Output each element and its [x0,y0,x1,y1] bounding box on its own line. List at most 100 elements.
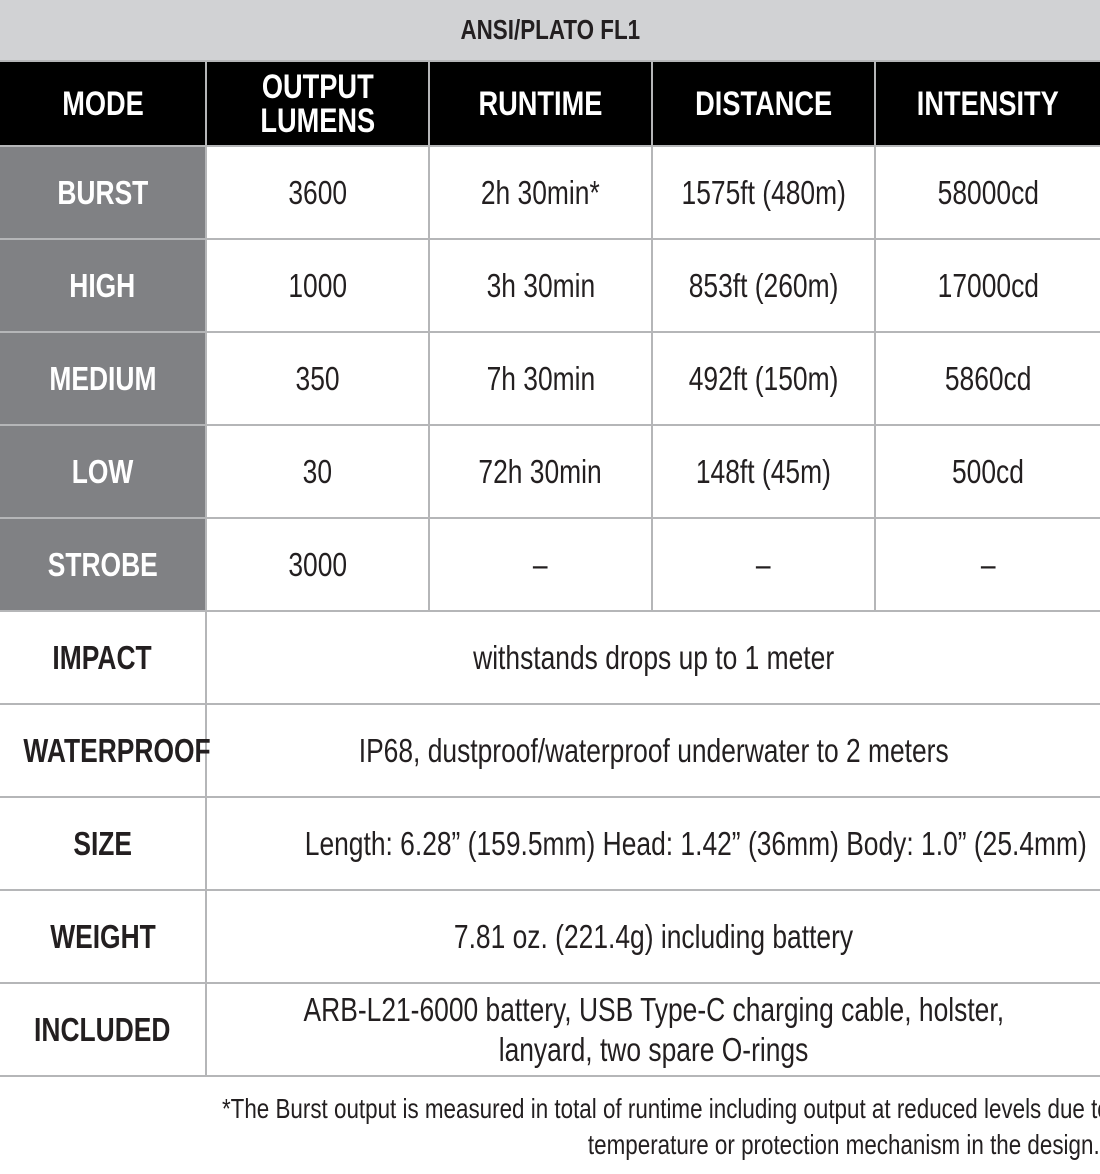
cell-mode: STROBE [0,517,207,612]
table-title-text: ANSI/PLATO FL1 [460,14,640,45]
cell-distance-text: 853ft (260m) [688,266,839,304]
cell-lumens: 1000 [205,238,430,333]
cell-lumens-text: 30 [302,452,333,490]
spec-label-text: IMPACT [52,638,153,676]
cell-mode-text: LOW [71,452,134,490]
spec-label-text: WEIGHT [49,917,156,955]
cell-runtime-text: 7h 30min [486,359,595,397]
cell-lumens: 3600 [205,145,430,240]
cell-lumens-text: 3600 [288,173,347,211]
cell-distance: 492ft (150m) [651,331,876,426]
spec-value-text: Length: 6.28” (159.5mm) Head: 1.42” (36m… [304,824,1087,862]
header-output-line1: OUTPUT [261,67,374,106]
cell-distance: 853ft (260m) [651,238,876,333]
spec-row-included: INCLUDED ARB-L21-6000 battery, USB Type-C… [0,982,1100,1077]
cell-intensity-text: 500cd [952,452,1024,490]
cell-distance-text: – [756,545,771,583]
header-output-lumens: OUTPUT LUMENS [205,60,430,147]
spec-value-line: lanyard, two spare O-rings [498,1030,809,1068]
footnote: *The Burst output is measured in total o… [0,1077,1100,1163]
cell-runtime: – [428,517,653,612]
spec-label: SIZE [0,796,207,891]
header-intensity-text: INTENSITY [916,84,1060,123]
cell-intensity: 500cd [873,424,1100,519]
cell-lumens-text: 3000 [288,545,347,583]
header-distance-text: DISTANCE [694,84,832,123]
cell-intensity-text: 58000cd [937,173,1039,211]
spec-value-text: 7.81 oz. (221.4g) including battery [453,917,854,955]
spec-label: INCLUDED [0,982,207,1077]
mode-row-strobe: STROBE 3000 – – – [0,517,1100,612]
footnote-line-2: temperature or protection mechanism in t… [588,1129,1100,1160]
cell-intensity: 58000cd [873,145,1100,240]
mode-row-low: LOW 30 72h 30min 148ft (45m) 500cd [0,424,1100,519]
title-row: ANSI/PLATO FL1 [0,0,1100,62]
mode-row-burst: BURST 3600 2h 30min* 1575ft (480m) 58000cd [0,145,1100,240]
header-row: MODE OUTPUT LUMENS RUNTIME DISTANCE INTEN… [0,60,1100,147]
header-output-text: OUTPUT LUMENS [260,70,375,138]
cell-distance-text: 492ft (150m) [688,359,839,397]
cell-intensity-text: 5860cd [944,359,1032,397]
cell-distance-text: 148ft (45m) [696,452,831,490]
spec-value: IP68, dustproof/waterproof underwater to… [204,703,1100,798]
cell-runtime: 2h 30min* [428,145,653,240]
header-output-line2: LUMENS [260,101,375,140]
mode-row-medium: MEDIUM 350 7h 30min 492ft (150m) 5860cd [0,331,1100,426]
spec-value: ARB-L21-6000 battery, USB Type-C chargin… [204,982,1100,1077]
cell-mode-text: STROBE [47,545,158,583]
table-title: ANSI/PLATO FL1 [0,0,1100,62]
spec-row-size: SIZE Length: 6.28” (159.5mm) Head: 1.42” … [0,796,1100,891]
header-intensity: INTENSITY [873,60,1100,147]
cell-lumens-text: 350 [295,359,340,397]
header-mode: MODE [0,60,207,147]
cell-lumens: 3000 [205,517,430,612]
cell-distance: 148ft (45m) [651,424,876,519]
cell-runtime: 72h 30min [428,424,653,519]
cell-intensity: 5860cd [873,331,1100,426]
spec-label-text: SIZE [73,824,132,862]
spec-table: ANSI/PLATO FL1 MODE OUTPUT LUMENS RUNTIME… [0,0,1100,1077]
cell-distance: – [651,517,876,612]
spec-label: WATERPROOF [0,703,211,798]
cell-lumens: 350 [205,331,430,426]
cell-distance: 1575ft (480m) [651,145,876,240]
spec-label: IMPACT [0,610,207,705]
spec-row-weight: WEIGHT 7.81 oz. (221.4g) including batter… [0,889,1100,984]
cell-intensity-text: 17000cd [937,266,1039,304]
spec-row-waterproof: WATERPROOF IP68, dustproof/waterproof und… [0,703,1100,798]
header-distance: DISTANCE [651,60,876,147]
cell-intensity: – [873,517,1100,612]
cell-mode-text: HIGH [69,266,136,304]
cell-intensity-text: – [980,545,996,583]
cell-runtime-text: – [533,545,548,583]
header-runtime-text: RUNTIME [478,84,603,123]
cell-mode: MEDIUM [0,331,207,426]
cell-lumens-text: 1000 [288,266,347,304]
cell-runtime: 3h 30min [428,238,653,333]
spec-value: Length: 6.28” (159.5mm) Head: 1.42” (36m… [204,796,1100,891]
header-runtime: RUNTIME [428,60,653,147]
spec-label-text: WATERPROOF [23,731,211,769]
spec-value: 7.81 oz. (221.4g) including battery [204,889,1100,984]
cell-mode: HIGH [0,238,207,333]
cell-distance-text: 1575ft (480m) [681,173,846,211]
spec-value-line: ARB-L21-6000 battery, USB Type-C chargin… [303,990,1004,1028]
cell-runtime-text: 72h 30min [478,452,603,490]
mode-row-high: HIGH 1000 3h 30min 853ft (260m) 17000cd [0,238,1100,333]
spec-value: withstands drops up to 1 meter [204,610,1100,705]
cell-intensity: 17000cd [873,238,1100,333]
cell-runtime: 7h 30min [428,331,653,426]
spec-value-text: IP68, dustproof/waterproof underwater to… [358,731,949,769]
spec-value-text: withstands drops up to 1 meter [473,638,834,676]
cell-mode-text: BURST [57,173,148,211]
footnote-line-1: *The Burst output is measured in total o… [221,1093,1100,1124]
spec-row-impact: IMPACT withstands drops up to 1 meter [0,610,1100,705]
header-mode-text: MODE [61,84,144,123]
cell-mode: BURST [0,145,207,240]
cell-mode: LOW [0,424,207,519]
spec-label-text: INCLUDED [34,1010,171,1048]
cell-runtime-text: 3h 30min [486,266,595,304]
spec-label: WEIGHT [0,889,207,984]
cell-runtime-text: 2h 30min* [481,173,600,211]
cell-mode-text: MEDIUM [48,359,157,397]
